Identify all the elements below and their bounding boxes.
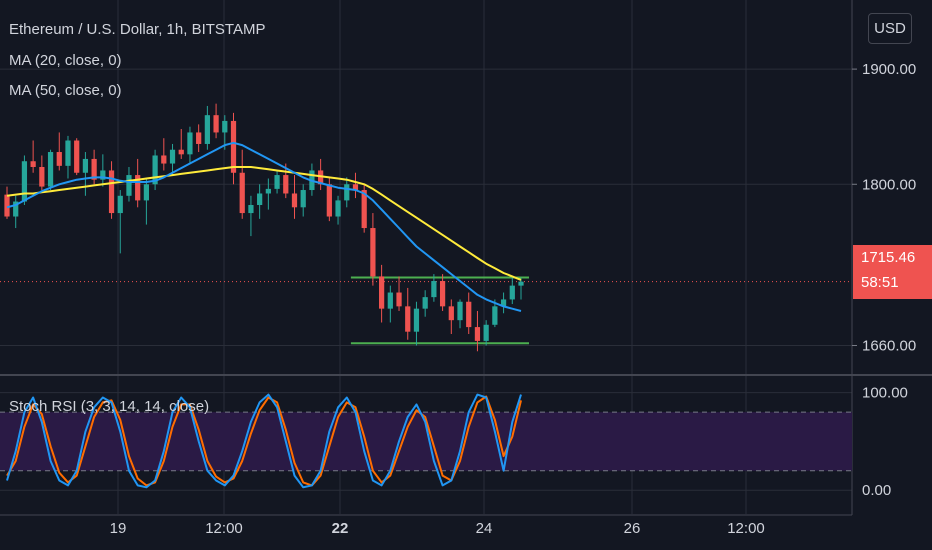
candle-body: [4, 194, 10, 217]
price-tick-label: 1660.00: [862, 338, 916, 355]
axes: 1900.00 1800.00 1660.00 100.00 0.00 19 12:00 22…: [110, 61, 917, 537]
trendlines: [350, 276, 529, 345]
candle-body: [187, 132, 193, 155]
last-price-tag: 1715.46 58:51: [853, 245, 932, 299]
price-tick-label: 1900.00: [862, 61, 916, 78]
candle-body: [352, 184, 359, 191]
candle-body: [65, 140, 71, 166]
candle-body: [326, 184, 332, 217]
candle-body: [117, 195, 123, 214]
candle-body: [500, 299, 507, 307]
candle-body: [161, 155, 167, 164]
candle-body: [405, 306, 411, 332]
stoch-tick-label: 100.00: [862, 385, 908, 402]
candle-body: [387, 292, 393, 309]
stoch-k-line: [6, 393, 522, 489]
candle-body: [13, 201, 19, 217]
moving-averages: [6, 141, 522, 312]
candle-body: [82, 158, 89, 173]
ma20-line: [6, 141, 522, 312]
candle-body: [396, 292, 402, 307]
candle-body: [56, 152, 62, 166]
candle-body: [378, 276, 385, 309]
ma50-legend[interactable]: MA (50, close, 0): [9, 82, 122, 99]
stoch-rsi-legend[interactable]: Stoch RSI (3, 3, 14, 14, close): [9, 398, 210, 415]
candle-body: [370, 228, 376, 277]
candle-body: [265, 188, 271, 194]
candle-body: [283, 175, 289, 194]
ma20-legend[interactable]: MA (20, close, 0): [9, 52, 122, 69]
candle-body: [431, 281, 437, 298]
candle-body: [466, 301, 472, 328]
candle-body: [274, 175, 280, 189]
candle-body: [21, 161, 28, 202]
candle-body: [91, 158, 97, 180]
ma50-line: [6, 166, 522, 281]
last-price-value: 1715.46: [861, 249, 916, 266]
candle-body: [108, 170, 115, 214]
stoch-d-line: [6, 395, 522, 487]
candle-body: [222, 120, 228, 133]
candle-body: [518, 281, 524, 286]
candle-body: [47, 152, 54, 187]
price-tick-label: 1800.00: [862, 176, 916, 193]
candle-countdown: 58:51: [861, 274, 899, 291]
time-tick-label: 22: [332, 520, 349, 537]
candle-body: [361, 190, 367, 229]
candle-body: [100, 170, 106, 180]
candle-body: [439, 281, 446, 307]
candle-body: [474, 327, 481, 341]
candle-body: [196, 132, 202, 144]
candle-body: [448, 306, 454, 321]
candles-group: [4, 103, 524, 352]
candle-body: [239, 172, 245, 214]
time-tick-label: 12:00: [205, 520, 243, 537]
candle-body: [344, 184, 350, 201]
candle-body: [492, 306, 498, 325]
time-tick-label: 26: [624, 520, 641, 537]
candle-body: [413, 308, 420, 332]
candle-body: [126, 175, 132, 196]
candle-body: [143, 184, 150, 201]
candle-body: [248, 205, 254, 214]
candle-body: [257, 193, 263, 206]
candle-body: [30, 161, 36, 167]
currency-button[interactable]: USD: [868, 13, 912, 44]
candle-body: [422, 297, 428, 309]
candle-body: [169, 149, 176, 164]
candle-body: [509, 285, 515, 300]
candle-body: [213, 115, 219, 133]
candle-body: [230, 120, 237, 173]
candle-body: [135, 175, 141, 201]
time-tick-label: 24: [476, 520, 493, 537]
candle-body: [291, 193, 298, 208]
chart-title: Ethereum / U.S. Dollar, 1h, BITSTAMP: [9, 21, 266, 38]
stoch-tick-label: 0.00: [862, 482, 891, 499]
candle-body: [204, 115, 210, 144]
candle-body: [152, 155, 158, 185]
candle-body: [483, 324, 489, 341]
candle-body: [39, 166, 45, 187]
candle-body: [318, 170, 324, 185]
time-tick-label: 19: [110, 520, 127, 537]
candle-body: [178, 149, 184, 155]
candle-body: [74, 140, 80, 173]
candle-body: [300, 190, 306, 208]
candle-body: [335, 200, 341, 217]
candle-body: [457, 301, 463, 321]
time-tick-label: 12:00: [727, 520, 765, 537]
stoch-rsi-lines: [6, 393, 522, 489]
